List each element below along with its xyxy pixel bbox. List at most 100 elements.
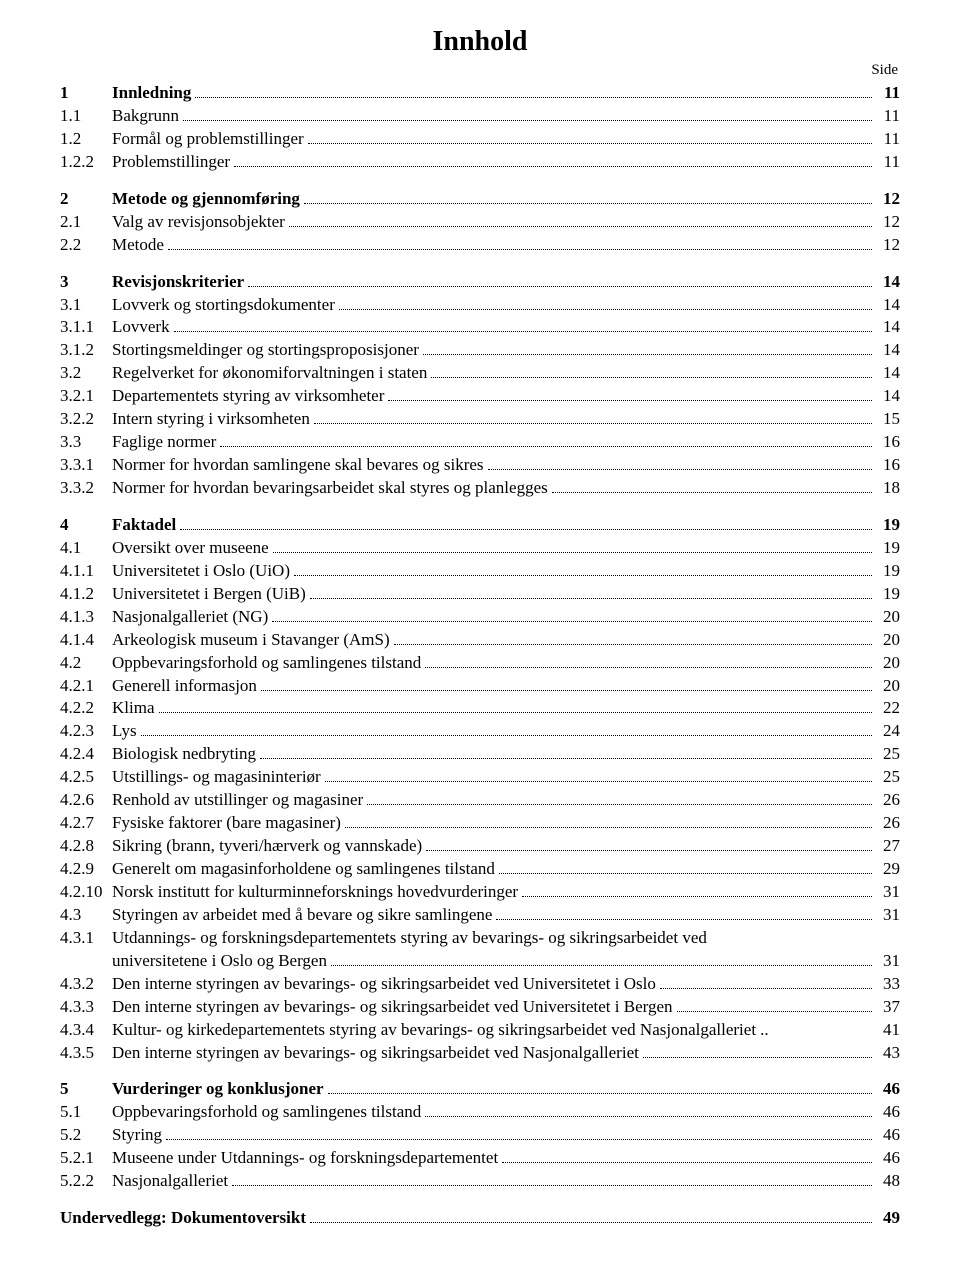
- toc-page-number: 24: [876, 720, 900, 743]
- toc-num: 3.2.2: [60, 408, 112, 431]
- toc-num: 4.3: [60, 904, 112, 927]
- toc-dots: [345, 814, 872, 829]
- toc-row: 1Innledning11: [60, 82, 900, 105]
- toc-label: Undervedlegg: Dokumentoversikt: [60, 1207, 306, 1230]
- toc-page-number: 22: [876, 697, 900, 720]
- toc-page-number: 12: [876, 188, 900, 211]
- toc-row: 5.2Styring 46: [60, 1124, 900, 1147]
- toc-label: Styring: [112, 1124, 162, 1147]
- toc-label: Bakgrunn: [112, 105, 179, 128]
- toc-label: Normer for hvordan bevaringsarbeidet ska…: [112, 477, 548, 500]
- toc-row: 4.1.1Universitetet i Oslo (UiO)19: [60, 560, 900, 583]
- toc-label: Universitetet i Bergen (UiB): [112, 583, 306, 606]
- toc-dots: [248, 272, 872, 287]
- toc-dots: [552, 478, 872, 493]
- toc-num: 4.1.2: [60, 583, 112, 606]
- toc-label: Styringen av arbeidet med å bevare og si…: [112, 904, 492, 927]
- toc-row: 4.2.8Sikring (brann, tyveri/hærverk og v…: [60, 835, 900, 858]
- toc-num: 5.2.2: [60, 1170, 112, 1193]
- toc-row: 5Vurderinger og konklusjoner46: [60, 1078, 900, 1101]
- toc-label: Departementets styring av virksomheter: [112, 385, 384, 408]
- toc-row: 3.2Regelverket for økonomiforvaltningen …: [60, 362, 900, 385]
- toc-label: Intern styring i virksomheten: [112, 408, 310, 431]
- toc-row: 4.1Oversikt over museene19: [60, 537, 900, 560]
- toc-num: 2.1: [60, 211, 112, 234]
- toc-row: 3.3.2Normer for hvordan bevaringsarbeide…: [60, 477, 900, 500]
- toc-dots: [394, 630, 872, 645]
- toc-row: 4.2.6Renhold av utstillinger og magasine…: [60, 789, 900, 812]
- toc-row: 4.3.4Kultur- og kirkedepartementets styr…: [60, 1019, 900, 1042]
- toc-page-number: 14: [876, 294, 900, 317]
- toc-dots: [677, 997, 872, 1012]
- toc-dots: [289, 212, 872, 227]
- toc-row: 2Metode og gjennomføring 12: [60, 188, 900, 211]
- toc-num: 5.2: [60, 1124, 112, 1147]
- toc-dots: [232, 1172, 872, 1187]
- toc-dots: [168, 235, 872, 250]
- toc-group-gap: [60, 1193, 900, 1207]
- toc-page-number: 19: [876, 514, 900, 537]
- toc-page-number: 14: [876, 339, 900, 362]
- toc-page-number: 43: [876, 1042, 900, 1065]
- toc-page-number: 11: [876, 151, 900, 174]
- toc-row: 2.2Metode12: [60, 234, 900, 257]
- toc-group-gap: [60, 1064, 900, 1078]
- toc-dots: [166, 1126, 872, 1141]
- toc-label: Den interne styringen av bevarings- og s…: [112, 996, 673, 1019]
- toc-num: 4.2.4: [60, 743, 112, 766]
- toc-num: 3.1.1: [60, 316, 112, 339]
- toc-label: Nasjonalgalleriet: [112, 1170, 228, 1193]
- toc-num: 3.3: [60, 431, 112, 454]
- toc-dots: [294, 561, 872, 576]
- toc-page-number: 18: [876, 477, 900, 500]
- toc-dots: [141, 722, 872, 737]
- toc-page-number: 14: [876, 316, 900, 339]
- toc-label: Metode og gjennomføring: [112, 188, 300, 211]
- toc-num: 3.2: [60, 362, 112, 385]
- toc-page-number: 19: [876, 537, 900, 560]
- toc-dots: [502, 1149, 872, 1164]
- toc-page-number: 31: [876, 881, 900, 904]
- toc-dots: [328, 1080, 872, 1095]
- toc-page-number: 46: [876, 1124, 900, 1147]
- toc-dots: [488, 455, 872, 470]
- toc-page-number: 46: [876, 1101, 900, 1124]
- toc-label: Revisjonskriterier: [112, 271, 244, 294]
- toc-dots: [195, 83, 872, 98]
- toc-dots: [180, 515, 872, 530]
- toc-page-number: 31: [876, 904, 900, 927]
- toc-page-number: 11: [876, 128, 900, 151]
- toc-dots: [260, 745, 872, 760]
- toc-num: 5.1: [60, 1101, 112, 1124]
- toc-label: Normer for hvordan samlingene skal bevar…: [112, 454, 484, 477]
- toc-num: 3.1: [60, 294, 112, 317]
- toc-label: universitetene i Oslo og Bergen: [112, 950, 327, 973]
- toc-row: 4.3.2Den interne styringen av bevarings-…: [60, 973, 900, 996]
- toc-page: Innhold Side 1Innledning111.1Bakgrunn111…: [0, 0, 960, 1282]
- toc-num: 4: [60, 514, 112, 537]
- toc-label: Faglige normer: [112, 431, 216, 454]
- toc-page-number: 48: [876, 1170, 900, 1193]
- toc-label: Innledning: [112, 82, 191, 105]
- toc-page-number: 27: [876, 835, 900, 858]
- toc-label: Faktadel: [112, 514, 176, 537]
- toc-group-gap: [60, 257, 900, 271]
- toc-num: 3.2.1: [60, 385, 112, 408]
- toc-dots: [425, 1103, 872, 1118]
- toc-page-number: 37: [876, 996, 900, 1019]
- toc-dots: [499, 859, 872, 874]
- toc-row: 3.1.1Lovverk14: [60, 316, 900, 339]
- toc-page-number: 14: [876, 362, 900, 385]
- toc-page-number: 33: [876, 973, 900, 996]
- toc-label: Kultur- og kirkedepartementets styring a…: [112, 1019, 756, 1042]
- toc-dots: [423, 341, 872, 356]
- toc-label: Den interne styringen av bevarings- og s…: [112, 973, 656, 996]
- toc-page-number: 26: [876, 789, 900, 812]
- toc-page-number: 20: [876, 606, 900, 629]
- toc-row: 5.2.1Museene under Utdannings- og forskn…: [60, 1147, 900, 1170]
- toc-page-number: 19: [876, 560, 900, 583]
- toc-page-number: 14: [876, 385, 900, 408]
- toc-num: 2: [60, 188, 112, 211]
- toc-num: 4.2: [60, 652, 112, 675]
- toc-page-number: 46: [876, 1147, 900, 1170]
